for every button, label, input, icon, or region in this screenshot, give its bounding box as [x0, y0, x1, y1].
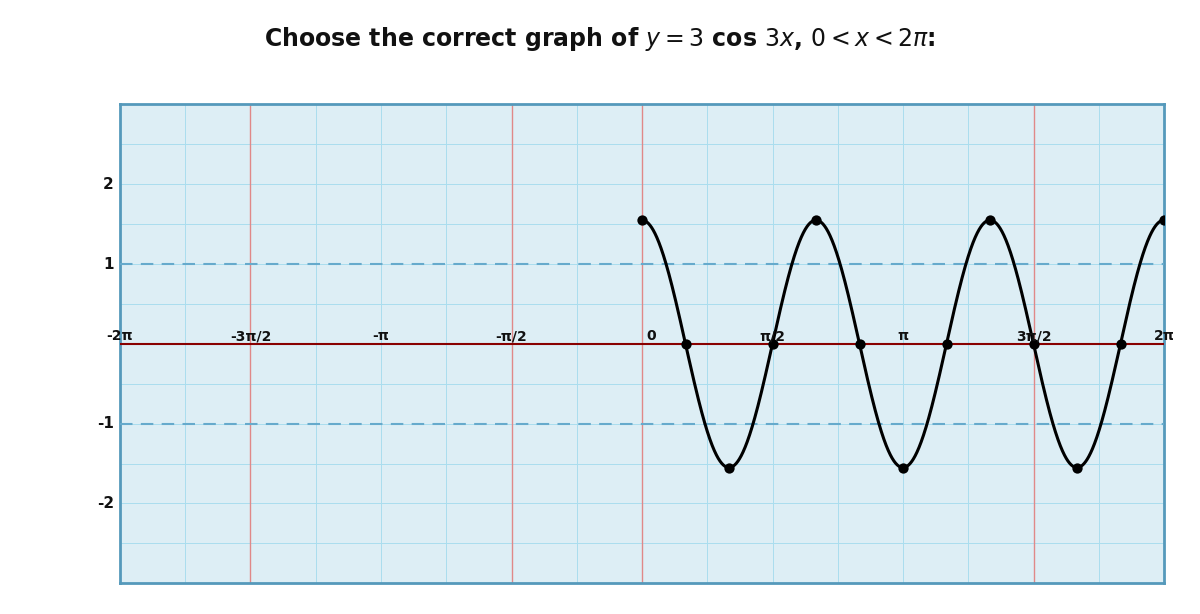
Text: -π: -π: [372, 329, 390, 343]
Text: 1: 1: [103, 257, 114, 271]
Text: π: π: [898, 329, 908, 343]
Point: [1154, 215, 1174, 225]
Text: -2π: -2π: [107, 329, 133, 343]
Point: [632, 215, 652, 225]
Point: [1024, 339, 1043, 349]
Text: 3π/2: 3π/2: [1015, 329, 1051, 343]
Text: -3π/2: -3π/2: [230, 329, 271, 343]
Point: [1111, 339, 1130, 349]
Point: [1068, 463, 1087, 473]
Point: [850, 339, 869, 349]
Point: [720, 463, 739, 473]
Point: [937, 339, 956, 349]
Point: [676, 339, 695, 349]
Text: -2: -2: [97, 496, 114, 511]
Point: [806, 215, 826, 225]
Text: -π/2: -π/2: [496, 329, 527, 343]
Text: 0: 0: [646, 329, 655, 343]
Text: 2π: 2π: [1153, 329, 1175, 343]
Text: Choose the correct graph of $y = 3$ cos $3x$, $0 < x < 2π$:: Choose the correct graph of $y = 3$ cos …: [264, 25, 936, 53]
Point: [763, 339, 782, 349]
Text: -1: -1: [97, 416, 114, 431]
Point: [893, 463, 913, 473]
Text: 2: 2: [103, 177, 114, 192]
Text: π/2: π/2: [760, 329, 786, 343]
Point: [980, 215, 1000, 225]
